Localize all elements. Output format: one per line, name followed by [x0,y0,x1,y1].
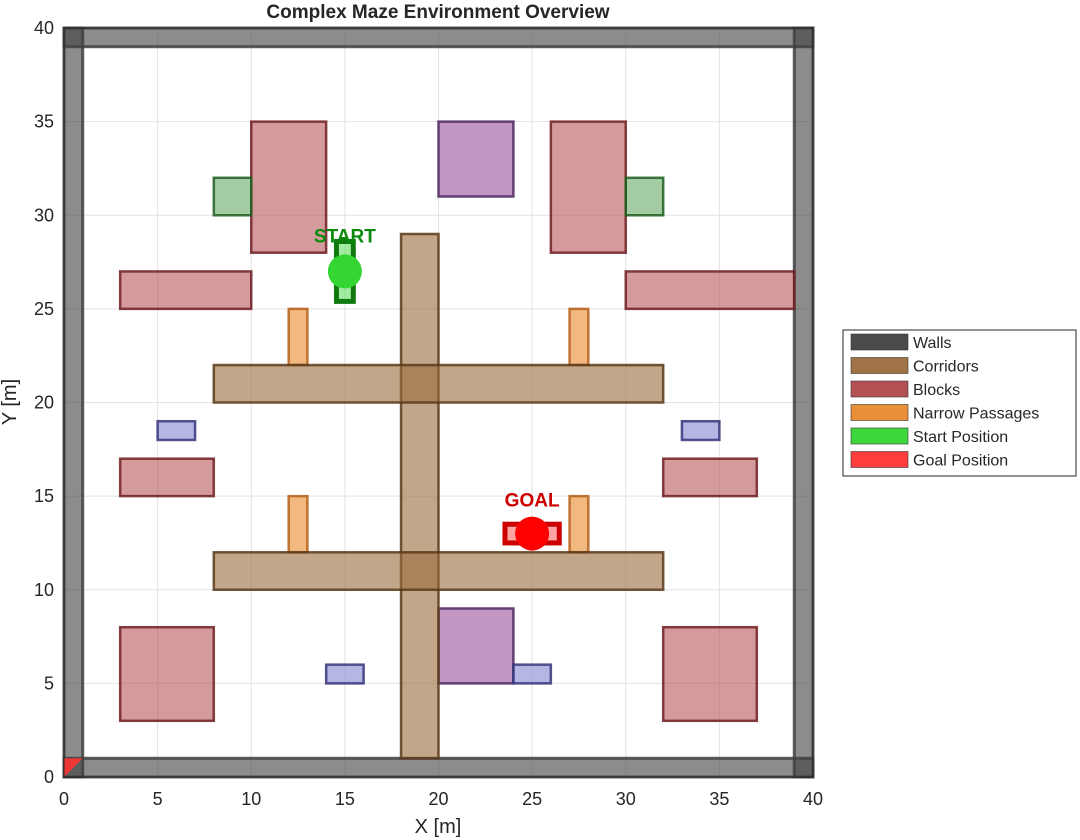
legend-swatch [850,357,909,374]
axes-box [63,27,814,778]
blue-block-rect [156,419,197,442]
x-tick-label: 15 [335,789,355,809]
blue-block-rect [680,419,721,442]
narrow-passage-rect [287,307,309,367]
purple-block-rect [437,607,515,685]
wall-rect [62,756,815,779]
x-tick-label: 30 [616,789,636,809]
tick-labels: 0 5 10 15 20 25 30 35 40 0 5 10 15 20 25 30 35 40 [34,18,823,809]
goal-marker [515,516,550,551]
y-tick-label: 5 [44,673,54,693]
legend-label: Start Position [913,429,1008,446]
wall-rect [62,26,815,49]
legend-label: Blocks [913,382,960,399]
origin-corner-marker [64,758,83,777]
block-rect [118,625,216,723]
legend-label: Walls [913,335,952,352]
legend: Walls Corridors Blocks Narrow Passages Start… [842,329,1077,477]
legend-swatch [850,404,909,421]
narrow-passage-rect [287,494,309,554]
y-tick-label: 35 [34,112,54,132]
y-tick-label: 30 [34,205,54,225]
y-tick-label: 25 [34,299,54,319]
chart-title: Complex Maze Environment Overview [266,2,609,23]
y-tick-label: 0 [44,767,54,787]
block-rect [118,457,216,498]
start-marker [327,254,362,289]
x-tick-label: 20 [428,789,448,809]
legend-swatch [850,380,909,398]
x-tick-label: 0 [59,789,69,809]
block-rect [250,120,328,254]
corridor-rect [212,363,665,404]
corridor-rect [212,551,665,591]
block-rect [661,625,759,723]
narrow-passage-rect [568,494,590,554]
wall-rect [62,26,85,779]
x-tick-label: 25 [522,789,542,809]
legend-swatch [850,451,909,468]
goal-label: GOAL [505,491,560,512]
y-tick-label: 20 [34,393,54,413]
legend-swatch [850,427,909,445]
x-tick-label: 40 [803,789,823,809]
x-axis-label: X [m] [415,816,462,838]
block-rect [549,120,627,254]
axes-frame [63,27,814,778]
markers: START GOAL [314,226,562,551]
blue-block-rect [324,663,365,685]
block-rect [118,270,253,311]
legend-label: Corridors [913,359,979,376]
blue-block-rect [512,663,553,685]
legend-label: Goal Position [913,453,1008,470]
corridor-rect [399,232,440,760]
x-tick-label: 10 [241,789,261,809]
legend-swatch [850,333,909,351]
y-axis-label: Y [m] [0,379,21,425]
x-tick-label: 35 [709,789,729,809]
wall-rect [792,26,815,779]
legend-label: Narrow Passages [913,406,1039,423]
x-tick-label: 5 [153,789,163,809]
block-rect [624,270,796,311]
purple-block-rect [437,120,515,198]
block-rect [661,457,759,498]
y-tick-label: 40 [34,18,54,38]
y-tick-label: 15 [34,486,54,506]
start-label: START [314,226,376,247]
y-tick-label: 10 [34,580,54,600]
green-block-rect [624,176,665,217]
green-block-rect [212,176,253,217]
narrow-passage-rect [568,307,590,367]
